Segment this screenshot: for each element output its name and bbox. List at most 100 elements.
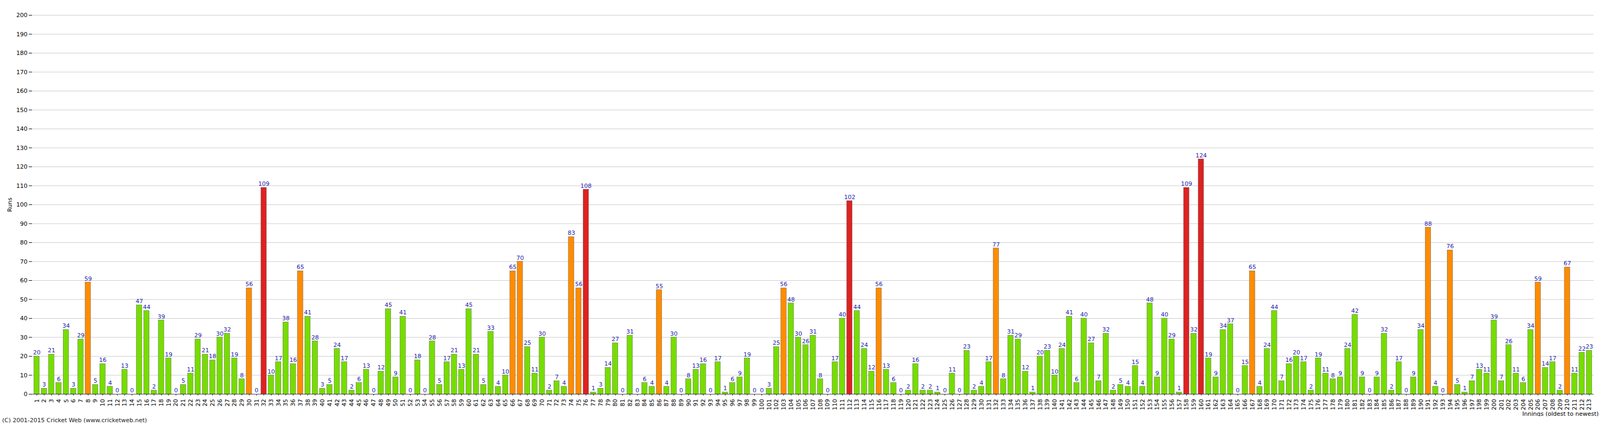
svg-text:189: 189: [1410, 398, 1418, 411]
svg-text:210: 210: [1563, 398, 1571, 411]
svg-text:204: 204: [1520, 398, 1527, 411]
svg-text:135: 135: [1014, 398, 1022, 411]
svg-text:5: 5: [328, 377, 332, 384]
svg-text:12: 12: [867, 363, 876, 371]
svg-text:5: 5: [481, 377, 486, 384]
svg-text:26: 26: [216, 398, 224, 407]
svg-text:6: 6: [357, 375, 362, 383]
svg-text:44: 44: [142, 303, 151, 311]
svg-text:4: 4: [979, 379, 984, 387]
svg-text:102: 102: [844, 193, 856, 201]
svg-text:0: 0: [254, 386, 259, 394]
svg-text:0: 0: [957, 386, 962, 394]
svg-text:187: 187: [1395, 398, 1403, 411]
svg-text:67: 67: [516, 398, 524, 407]
svg-text:17: 17: [1299, 354, 1308, 362]
svg-text:92: 92: [699, 398, 707, 407]
svg-text:30: 30: [538, 330, 546, 338]
svg-text:65: 65: [296, 263, 304, 271]
svg-text:4: 4: [55, 398, 63, 403]
svg-text:13: 13: [882, 362, 891, 370]
svg-text:7: 7: [1096, 373, 1101, 381]
svg-text:94: 94: [714, 398, 722, 407]
svg-text:127: 127: [956, 398, 964, 411]
svg-text:123: 123: [926, 398, 934, 411]
svg-text:24: 24: [333, 341, 341, 349]
svg-text:70: 70: [538, 398, 546, 407]
svg-text:23: 23: [1043, 342, 1052, 350]
svg-text:177: 177: [1322, 398, 1330, 411]
svg-text:152: 152: [1139, 398, 1147, 411]
svg-text:47: 47: [135, 297, 143, 305]
svg-text:50: 50: [392, 398, 399, 407]
svg-text:181: 181: [1351, 398, 1359, 411]
svg-text:10: 10: [501, 368, 510, 375]
svg-text:8: 8: [818, 371, 823, 379]
svg-text:38: 38: [304, 398, 312, 407]
svg-text:39: 39: [1490, 313, 1498, 320]
svg-text:89: 89: [677, 398, 685, 407]
svg-text:11: 11: [948, 365, 956, 373]
svg-text:20: 20: [33, 348, 41, 356]
svg-text:5: 5: [437, 377, 442, 384]
svg-text:34: 34: [62, 322, 70, 330]
svg-text:39: 39: [311, 398, 319, 407]
svg-text:77: 77: [589, 398, 597, 407]
svg-text:9: 9: [1155, 369, 1159, 377]
svg-text:159: 159: [1190, 398, 1198, 411]
svg-text:143: 143: [1073, 398, 1080, 411]
svg-text:7: 7: [77, 398, 85, 403]
svg-text:20: 20: [1036, 348, 1044, 356]
svg-text:59: 59: [1534, 275, 1542, 283]
svg-text:32: 32: [1189, 325, 1198, 333]
svg-text:70: 70: [20, 258, 28, 266]
svg-text:201: 201: [1498, 398, 1506, 411]
svg-text:20: 20: [172, 398, 180, 407]
svg-text:195: 195: [1453, 398, 1461, 411]
svg-text:4: 4: [1140, 379, 1145, 387]
svg-text:42: 42: [333, 398, 341, 407]
svg-text:7: 7: [1470, 373, 1475, 381]
svg-text:37: 37: [1226, 316, 1235, 324]
svg-text:101: 101: [765, 398, 773, 411]
svg-text:2: 2: [928, 382, 933, 390]
svg-text:172: 172: [1285, 398, 1293, 411]
svg-text:120: 120: [905, 398, 912, 411]
svg-text:6: 6: [69, 398, 77, 403]
svg-text:31: 31: [626, 328, 634, 335]
svg-text:17: 17: [274, 354, 283, 362]
svg-text:65: 65: [509, 263, 517, 271]
svg-text:161: 161: [1204, 398, 1212, 411]
svg-text:121: 121: [912, 398, 919, 411]
svg-text:2: 2: [152, 382, 156, 390]
svg-text:75: 75: [575, 398, 583, 407]
svg-text:14: 14: [1541, 360, 1550, 367]
svg-text:33: 33: [486, 324, 495, 332]
svg-text:85: 85: [648, 398, 656, 407]
svg-text:79: 79: [604, 398, 612, 407]
svg-text:27: 27: [224, 398, 231, 407]
svg-text:5: 5: [181, 377, 186, 384]
svg-text:15: 15: [136, 398, 143, 407]
svg-text:19: 19: [165, 398, 173, 407]
svg-text:100: 100: [16, 201, 28, 208]
svg-text:70: 70: [516, 254, 524, 262]
svg-text:11: 11: [1570, 365, 1579, 373]
svg-text:188: 188: [1402, 398, 1410, 411]
svg-text:23: 23: [1585, 342, 1594, 350]
svg-text:16: 16: [1285, 356, 1293, 364]
svg-text:196: 196: [1461, 398, 1469, 411]
svg-text:132: 132: [992, 398, 1000, 411]
svg-text:34: 34: [1219, 322, 1227, 330]
svg-text:3: 3: [71, 380, 76, 388]
svg-text:24: 24: [1344, 341, 1352, 349]
svg-text:23: 23: [194, 398, 202, 407]
svg-text:126: 126: [948, 398, 956, 411]
svg-text:41: 41: [304, 308, 312, 316]
svg-text:18: 18: [209, 352, 217, 360]
svg-text:43: 43: [340, 398, 348, 407]
svg-text:30: 30: [20, 333, 28, 341]
svg-text:10: 10: [99, 398, 107, 407]
svg-text:185: 185: [1380, 398, 1388, 411]
svg-text:3: 3: [42, 380, 46, 388]
